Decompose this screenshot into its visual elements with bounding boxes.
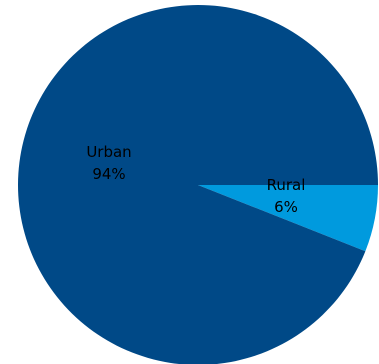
slice-value-rural: 6% [274, 198, 298, 216]
labels-layer: Rural 6% Urban 94% [86, 143, 305, 216]
pie-slice-urban [18, 5, 378, 364]
pie-slice-rural [198, 185, 378, 252]
slice-value-urban: 94% [92, 165, 125, 183]
slice-label-rural: Rural [267, 176, 306, 194]
slices-layer [18, 5, 378, 364]
slice-label-urban: Urban [86, 143, 131, 161]
